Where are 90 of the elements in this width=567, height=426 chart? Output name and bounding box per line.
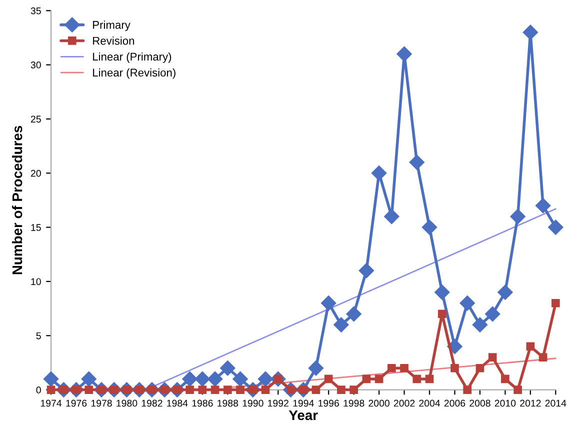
point xyxy=(535,198,551,214)
legend-label: Revision xyxy=(93,36,134,45)
point xyxy=(346,306,362,322)
x-tick-label: 2010 xyxy=(494,400,516,407)
point xyxy=(460,296,475,311)
point xyxy=(210,386,220,394)
y-tick-label: 25 xyxy=(30,116,41,123)
point xyxy=(186,386,194,394)
x-tick-label: 1976 xyxy=(66,400,87,407)
x-tick-label: 1982 xyxy=(142,400,162,407)
point xyxy=(409,154,424,170)
y-tick-label: 5 xyxy=(36,332,41,340)
point xyxy=(374,374,384,384)
x-tick-label: 1974 xyxy=(40,400,62,407)
point xyxy=(220,360,236,376)
point xyxy=(371,166,387,181)
point xyxy=(334,317,349,332)
point xyxy=(198,386,207,394)
point xyxy=(396,46,412,62)
x-tick-label: 2004 xyxy=(419,400,440,407)
point xyxy=(510,208,526,224)
point xyxy=(485,306,500,322)
point xyxy=(43,371,59,387)
point xyxy=(425,374,434,384)
point xyxy=(308,360,324,376)
y-tick-label: 20 xyxy=(30,170,41,177)
point xyxy=(312,386,320,394)
x-tick-label: 2012 xyxy=(520,400,541,407)
point xyxy=(422,220,438,235)
point xyxy=(472,317,488,332)
point xyxy=(324,374,333,384)
y-tick-label: 0 xyxy=(36,386,41,394)
x-tick-label: 2014 xyxy=(545,400,566,407)
x-tick-label: 1980 xyxy=(116,400,138,407)
point xyxy=(412,374,422,384)
point xyxy=(551,298,560,308)
x-tick-label: 2000 xyxy=(368,400,390,407)
x-tick-label: 2008 xyxy=(470,400,490,407)
point xyxy=(232,371,248,387)
point xyxy=(522,24,538,40)
y-tick-label: 30 xyxy=(30,62,41,68)
x-tick-label: 1998 xyxy=(344,400,364,407)
point xyxy=(223,386,232,394)
point xyxy=(236,386,244,394)
point xyxy=(450,364,459,372)
x-tick-label: 1988 xyxy=(218,400,238,407)
x-tick-label: 1990 xyxy=(242,400,264,407)
point xyxy=(387,364,396,372)
point xyxy=(488,353,497,362)
point xyxy=(84,386,94,394)
point xyxy=(514,386,522,394)
x-tick-label: 2002 xyxy=(394,400,415,407)
point xyxy=(498,284,513,300)
y-tick-label: 10 xyxy=(31,278,41,286)
x-tick-label: 1978 xyxy=(91,400,112,407)
point xyxy=(337,386,346,394)
point xyxy=(46,386,56,394)
y-axis-title: Number of Procedures xyxy=(12,126,22,274)
x-tick-label: 2006 xyxy=(444,400,466,407)
x-tick-label: 1992 xyxy=(268,400,288,407)
x-tick-label: 1996 xyxy=(318,400,339,407)
point xyxy=(476,364,484,372)
point xyxy=(538,353,548,362)
x-tick-label: 1994 xyxy=(293,400,314,407)
point xyxy=(321,296,336,311)
point xyxy=(81,371,96,387)
point xyxy=(207,371,223,387)
legend-label: Linear (Revision) xyxy=(93,68,176,79)
point xyxy=(526,342,535,351)
point xyxy=(194,371,210,387)
point xyxy=(434,284,450,300)
point xyxy=(358,263,374,278)
x-tick-label: 1984 xyxy=(167,400,188,407)
y-tick-label: 35 xyxy=(30,7,41,14)
point xyxy=(463,386,472,394)
point xyxy=(501,374,510,384)
point xyxy=(182,371,198,387)
point xyxy=(258,371,274,387)
legend-label: Linear (Primary) xyxy=(93,52,172,63)
point xyxy=(384,208,400,224)
point xyxy=(362,374,371,384)
point xyxy=(261,386,270,394)
x-axis-title: Year xyxy=(288,410,318,420)
x-tick-label: 1986 xyxy=(192,400,213,407)
point xyxy=(400,364,408,372)
legend-label: Primary xyxy=(93,20,130,32)
point xyxy=(350,386,358,394)
y-tick-label: 15 xyxy=(31,224,41,231)
point xyxy=(438,310,446,318)
point xyxy=(548,220,564,235)
